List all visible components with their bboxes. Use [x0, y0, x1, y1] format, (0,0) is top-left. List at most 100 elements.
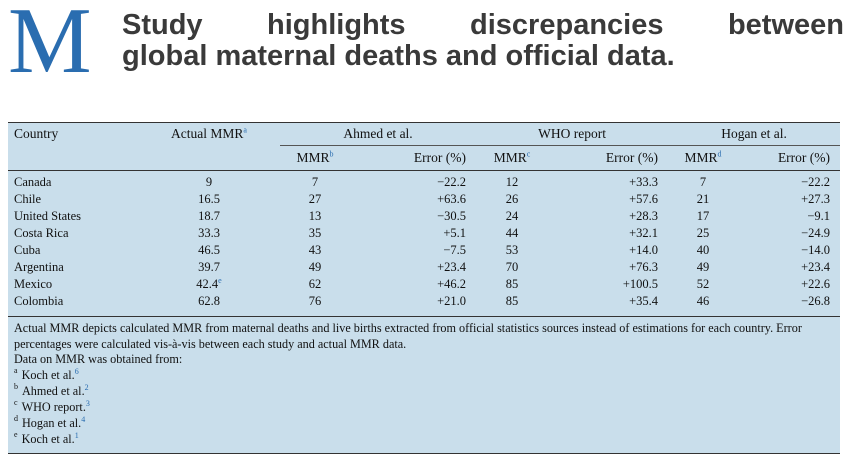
table-body-end — [8, 310, 841, 317]
group-header-who: WHO report — [476, 123, 669, 146]
table-body: Canada 9 7 −22.2 12 +33.3 7 −22.2 Chile 16.5 27 +63… — [8, 171, 841, 317]
mmr-comparison-table: Country Actual MMRa Ahmed et al. WHO rep… — [8, 122, 841, 454]
cell-country: Chile — [14, 192, 42, 206]
cell-hogan-err: +23.4 — [801, 260, 831, 274]
cell-hogan-err: −9.1 — [807, 209, 831, 223]
table-row: United States 18.7 13 −30.5 24 +28.3 17 −9.1 — [8, 208, 840, 225]
cell-hogan-mmr: 46 — [696, 294, 710, 308]
cell-country: Cuba — [14, 243, 41, 257]
cell-ahmed-mmr: 7 — [311, 175, 319, 189]
cell-who-err: +76.3 — [629, 260, 659, 274]
cell-ahmed-mmr: 35 — [308, 226, 322, 240]
cell-who-mmr: 70 — [505, 260, 519, 274]
column-header-actual-mmr: Actual MMRa — [138, 123, 280, 171]
cell-ahmed-err: −7.5 — [443, 243, 467, 257]
header-row-sub: MMRb Error (%) MMRc Error (%) MMRd Error… — [8, 145, 841, 171]
footnote-text: Ahmed et al. — [22, 383, 85, 398]
cell-who-err: +28.3 — [629, 209, 659, 223]
cell-actual: 33.3 — [198, 226, 220, 240]
cell-actual: 62.8 — [198, 294, 220, 308]
footnote-text: WHO report. — [21, 399, 86, 414]
cell-ahmed-err: −22.2 — [437, 175, 467, 189]
footnote-text: Koch et al. — [21, 367, 75, 382]
cell-hogan-err: +22.6 — [801, 277, 831, 291]
reference-link[interactable]: 2 — [84, 382, 89, 392]
cell-who-mmr: 26 — [505, 192, 519, 206]
cell-hogan-err: −22.2 — [801, 175, 831, 189]
table-row: Mexico 42.4e 62 +46.2 85 +100.5 52 +22.6 — [8, 276, 840, 293]
cell-ahmed-err: +21.0 — [437, 294, 467, 308]
cell-who-err: +32.1 — [629, 226, 659, 240]
table-row: Canada 9 7 −22.2 12 +33.3 7 −22.2 — [8, 171, 840, 192]
cell-who-mmr: 53 — [505, 243, 519, 257]
cell-hogan-mmr: 7 — [699, 175, 707, 189]
footnote-item: e Koch et al.1 — [14, 430, 834, 448]
cell-country: Argentina — [14, 260, 64, 274]
cell-ahmed-err: +46.2 — [437, 277, 467, 291]
cell-ahmed-err: +63.6 — [437, 192, 467, 206]
cell-hogan-err: +27.3 — [801, 192, 831, 206]
cell-hogan-mmr: 25 — [696, 226, 710, 240]
cell-hogan-err: −14.0 — [801, 243, 831, 257]
table-row: Cuba 46.5 43 −7.5 53 +14.0 40 −14.0 — [8, 242, 840, 259]
table-row: Chile 16.5 27 +63.6 26 +57.6 21 +27.3 — [8, 191, 840, 208]
cell-ahmed-err: +23.4 — [437, 260, 467, 274]
cell-actual: 16.5 — [198, 192, 220, 206]
cell-ahmed-mmr: 62 — [308, 277, 322, 291]
cell-who-err: +33.3 — [629, 175, 659, 189]
reference-link[interactable]: 1 — [74, 430, 79, 440]
journal-logo: M — [8, 0, 92, 93]
table-row: Costa Rica 33.3 35 +5.1 44 +32.1 25 −24.9 — [8, 225, 840, 242]
column-header-ahmed-mmr: MMRb — [280, 145, 350, 171]
table-row: Argentina 39.7 49 +23.4 70 +76.3 49 +23.4 — [8, 259, 840, 276]
footnote-text: Hogan et al. — [22, 415, 82, 430]
cell-actual: 42.4e — [196, 275, 222, 291]
column-header-who-error: Error (%) — [548, 145, 669, 171]
cell-hogan-mmr: 17 — [696, 209, 710, 223]
reference-link[interactable]: 6 — [74, 366, 79, 376]
headline-line-2: global maternal deaths and official data… — [122, 40, 675, 72]
footnote-item: a Koch et al.6 — [14, 366, 834, 384]
headline-word: Study — [122, 9, 203, 41]
reference-link[interactable]: 3 — [85, 398, 90, 408]
cell-who-err: +14.0 — [629, 243, 659, 257]
cell-actual: 9 — [205, 175, 213, 189]
cell-ahmed-mmr: 76 — [308, 294, 322, 308]
cell-country: Colombia — [14, 294, 64, 308]
data-table: Country Actual MMRa Ahmed et al. WHO rep… — [8, 123, 841, 317]
footnote-item: b Ahmed et al.2 — [14, 382, 834, 400]
cell-country: Mexico — [14, 277, 53, 291]
cell-actual: 39.7 — [198, 260, 220, 274]
table-notes: Actual MMR depicts calculated MMR from m… — [8, 317, 840, 448]
cell-who-mmr: 12 — [505, 175, 519, 189]
cell-who-mmr: 24 — [505, 209, 519, 223]
table-row: Colombia 62.8 76 +21.0 85 +35.4 46 −26.8 — [8, 293, 840, 310]
cell-ahmed-mmr: 27 — [308, 192, 322, 206]
cell-ahmed-mmr: 43 — [308, 243, 322, 257]
headline: Study highlights discrepancies between g… — [122, 10, 844, 72]
column-header-country: Country — [8, 123, 138, 171]
group-header-ahmed: Ahmed et al. — [280, 123, 477, 146]
cell-country: Costa Rica — [14, 226, 69, 240]
headline-word: between — [727, 9, 844, 41]
cell-country: United States — [14, 209, 82, 223]
cell-actual: 46.5 — [198, 243, 220, 257]
footnote-text: Koch et al. — [21, 431, 75, 446]
cell-hogan-mmr: 52 — [696, 277, 710, 291]
footnote-mark: d — [14, 414, 18, 424]
cell-country: Canada — [14, 175, 52, 189]
cell-ahmed-mmr: 13 — [308, 209, 322, 223]
column-header-hogan-error: Error (%) — [738, 145, 841, 171]
footnote-list: a Koch et al.6 b Ahmed et al.2 c WHO report.3… — [14, 366, 834, 448]
footnote-ref[interactable]: e — [218, 275, 222, 285]
headline-line-1: Study highlights discrepancies between — [122, 10, 844, 41]
cell-who-mmr: 44 — [505, 226, 519, 240]
reference-link[interactable]: 4 — [81, 414, 86, 424]
footnote-item: c WHO report.3 — [14, 398, 834, 416]
group-header-hogan: Hogan et al. — [668, 123, 841, 146]
footnote-mark: b — [14, 382, 18, 392]
headline-word: highlights — [267, 9, 406, 41]
column-header-who-mmr: MMRc — [476, 145, 549, 171]
footnote-mark: a — [14, 366, 18, 376]
cell-actual: 18.7 — [198, 209, 220, 223]
